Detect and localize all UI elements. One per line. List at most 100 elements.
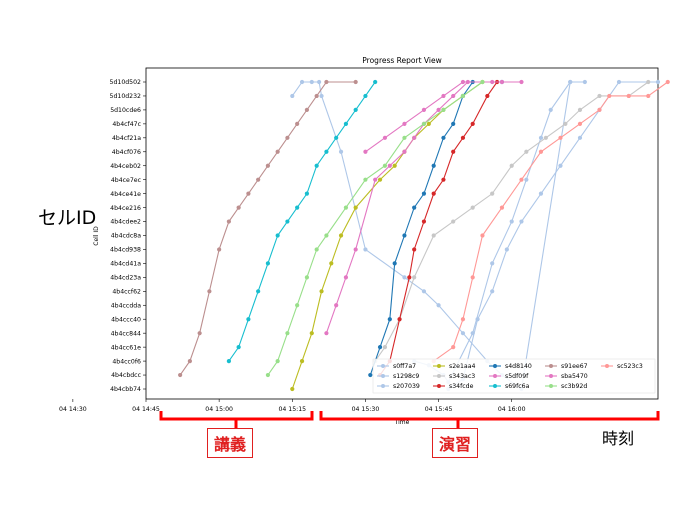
data-point — [607, 93, 612, 99]
y-tick-label: 4b4cbb74 — [110, 386, 141, 393]
series-line — [325, 81, 522, 334]
series-sc3b92d — [265, 79, 485, 378]
data-point — [421, 121, 427, 126]
lecture-brace — [159, 411, 314, 429]
legend-item: sc523c3 — [601, 363, 643, 370]
y-tick-label: 4b4ce216 — [110, 205, 141, 212]
data-point — [431, 163, 436, 168]
y-tick-label: 4b4ce41e — [110, 191, 141, 198]
data-point — [475, 317, 480, 322]
data-point — [431, 233, 436, 238]
legend-label: s0ff7a7 — [393, 363, 416, 370]
data-point — [329, 261, 334, 266]
data-point — [407, 275, 412, 280]
data-point — [646, 79, 651, 85]
data-point — [373, 79, 378, 85]
legend-swatch-marker — [381, 384, 385, 388]
x-tick-label: 04 14:30 — [59, 406, 87, 413]
legend-swatch-marker — [493, 374, 497, 378]
series-line — [369, 81, 502, 376]
series-line — [448, 81, 658, 390]
data-point — [334, 135, 339, 140]
data-point — [441, 177, 446, 182]
data-point — [480, 79, 485, 85]
data-point — [665, 79, 670, 85]
data-point — [519, 79, 524, 85]
data-point — [519, 177, 524, 182]
data-point — [275, 233, 280, 238]
x-tick-label: 04 15:30 — [352, 406, 380, 413]
data-point — [558, 135, 563, 140]
series-s34fcde — [377, 79, 500, 378]
series-line — [228, 81, 376, 362]
data-point — [324, 149, 329, 154]
data-point — [387, 317, 392, 322]
data-point — [436, 107, 441, 113]
data-point — [377, 345, 383, 350]
data-point — [265, 163, 271, 168]
data-point — [568, 79, 573, 85]
data-point — [226, 358, 231, 364]
series-s343ac3 — [373, 79, 651, 364]
data-point — [217, 247, 222, 252]
data-point — [402, 149, 407, 154]
data-point — [548, 107, 553, 113]
data-point — [324, 331, 329, 336]
series-layer — [178, 79, 670, 392]
data-point — [402, 121, 407, 126]
legend-item: s5df09f — [489, 373, 529, 380]
data-point — [324, 79, 329, 85]
data-point — [451, 93, 456, 99]
legend-label: s69fc6a — [505, 383, 530, 390]
data-point — [504, 247, 509, 252]
data-point — [295, 303, 300, 308]
data-point — [509, 163, 514, 168]
data-point — [436, 303, 441, 308]
data-point — [226, 219, 231, 224]
y-tick-label: 4b4ccf62 — [112, 289, 141, 296]
data-point — [319, 289, 324, 294]
data-point — [353, 205, 358, 210]
series-sc523c3 — [431, 79, 670, 364]
data-point — [626, 93, 631, 99]
series-s207039 — [290, 79, 587, 392]
legend-swatch-marker — [437, 374, 441, 378]
data-point — [319, 93, 324, 99]
y-tick-label: 4b4ceb02 — [110, 163, 141, 170]
data-point — [363, 247, 368, 252]
legend-label: sc523c3 — [617, 363, 643, 370]
y-tick-label: 4b4ce7ec — [111, 177, 142, 184]
legend-label: s1298c9 — [393, 373, 419, 380]
y-tick-label: 4b4ccdda — [111, 302, 141, 309]
series-line — [433, 81, 669, 362]
data-point — [441, 135, 446, 140]
data-point — [597, 107, 602, 113]
data-point — [460, 135, 466, 140]
data-point — [314, 93, 319, 99]
data-point — [295, 205, 300, 210]
x-tick-label: 04 15:15 — [278, 406, 306, 413]
data-point — [460, 317, 466, 322]
data-point — [402, 233, 407, 238]
x-tick-label: 04 16:00 — [498, 406, 526, 413]
data-point — [397, 317, 402, 322]
y-tick-label: 4b4cbdcc — [111, 372, 141, 379]
data-point — [338, 149, 344, 154]
legend-swatch-marker — [381, 374, 385, 378]
data-point — [402, 275, 407, 280]
y-tick-label: 4b4cc844 — [111, 330, 141, 337]
data-point — [343, 275, 349, 280]
legend-item: s34fcde — [433, 383, 474, 390]
legend-swatch-marker — [549, 364, 553, 368]
data-point — [353, 79, 358, 85]
data-point — [509, 219, 514, 224]
series-line — [379, 81, 498, 376]
x-tick-label: 04 14:45 — [132, 406, 160, 413]
legend-swatch-marker — [437, 364, 441, 368]
series-s69fc6a — [226, 79, 378, 364]
data-point — [324, 233, 329, 238]
legend-swatch-marker — [493, 384, 497, 388]
data-point — [441, 93, 446, 99]
data-point — [451, 121, 456, 126]
data-point — [460, 79, 466, 85]
